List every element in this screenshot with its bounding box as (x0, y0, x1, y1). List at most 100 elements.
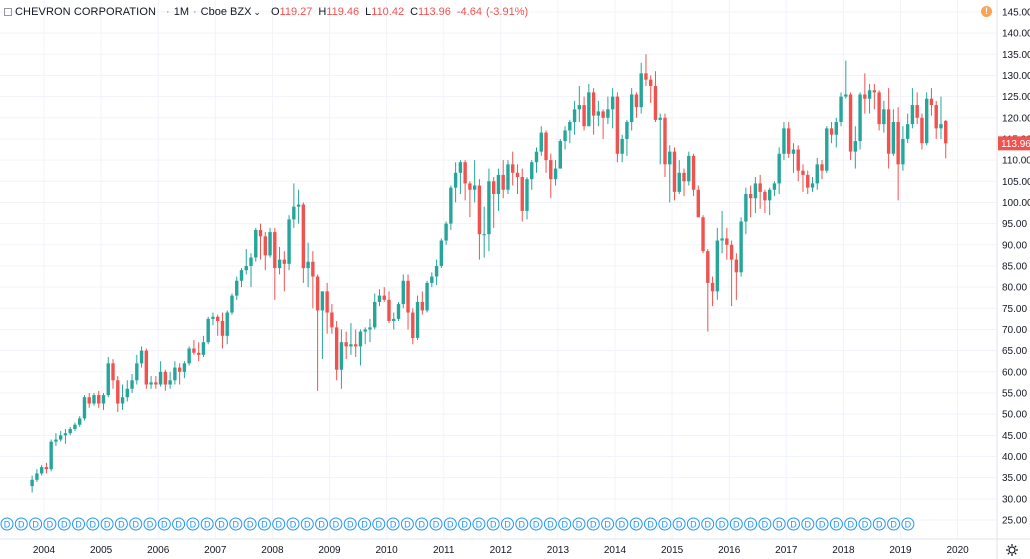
candle[interactable] (177, 363, 182, 385)
candle[interactable] (430, 272, 434, 288)
candle[interactable] (387, 291, 391, 324)
candle[interactable] (144, 348, 149, 389)
candle[interactable] (872, 83, 877, 110)
dividend-marker[interactable]: D (515, 517, 529, 531)
candle[interactable] (87, 392, 91, 408)
candle[interactable] (920, 113, 924, 150)
candle[interactable] (791, 143, 796, 173)
candle[interactable] (582, 96, 586, 131)
candle[interactable] (934, 100, 938, 139)
candle[interactable] (825, 126, 829, 173)
dividend-marker[interactable]: D (329, 517, 343, 531)
dividend-marker[interactable]: D (658, 517, 672, 531)
dividend-marker[interactable]: D (629, 517, 643, 531)
candle[interactable] (758, 174, 762, 209)
candle[interactable] (787, 122, 791, 158)
candle[interactable] (544, 130, 548, 173)
candle[interactable] (482, 206, 486, 258)
candle[interactable] (396, 301, 401, 322)
candle[interactable] (168, 371, 172, 389)
dividend-marker[interactable]: D (801, 517, 815, 531)
candle[interactable] (753, 177, 758, 214)
candle[interactable] (125, 380, 129, 402)
candle[interactable] (258, 223, 263, 260)
candle[interactable] (901, 126, 905, 171)
candle-series[interactable] (30, 54, 948, 493)
candle[interactable] (353, 329, 358, 357)
dividend-marker[interactable]: D (186, 517, 200, 531)
dividend-marker[interactable]: D (215, 517, 228, 531)
price-axis[interactable]: 25.00 30.00 35.00 40.00 45.00 50.00 55.00 60.00… (1002, 7, 1030, 526)
dividend-marker[interactable]: D (343, 517, 357, 531)
candle[interactable] (801, 164, 805, 192)
dividend-marker[interactable]: D (57, 517, 71, 531)
candle[interactable] (620, 134, 624, 163)
candle[interactable] (82, 395, 87, 421)
candle[interactable] (220, 312, 225, 349)
candle[interactable] (411, 308, 415, 345)
dividend-marker[interactable]: D (72, 517, 85, 531)
candle[interactable] (568, 119, 572, 144)
candle[interactable] (577, 86, 582, 123)
dividend-marker[interactable]: D (829, 517, 843, 531)
dividend-marker[interactable]: D (157, 517, 171, 531)
candle[interactable] (820, 160, 824, 180)
candle[interactable] (472, 160, 477, 203)
candle[interactable] (282, 251, 287, 292)
candle[interactable] (596, 100, 601, 127)
candle[interactable] (491, 177, 496, 228)
dividend-marker[interactable]: D (887, 517, 901, 531)
candle[interactable] (477, 179, 482, 260)
dividend-marker[interactable]: D (257, 517, 271, 531)
dividend-marker[interactable]: D (172, 517, 186, 531)
candle[interactable] (392, 312, 396, 330)
dividend-marker[interactable]: D (529, 517, 543, 531)
candle[interactable] (101, 392, 106, 410)
candle[interactable] (453, 162, 458, 203)
candle[interactable] (434, 259, 439, 286)
candle[interactable] (135, 354, 139, 385)
dividend-marker[interactable]: D (872, 517, 886, 531)
candle[interactable] (116, 376, 120, 413)
candle[interactable] (201, 335, 206, 357)
candle[interactable] (520, 168, 524, 222)
candle[interactable] (939, 96, 943, 139)
candle[interactable] (672, 147, 677, 201)
candle[interactable] (682, 168, 686, 197)
candle[interactable] (639, 62, 643, 114)
candle[interactable] (715, 227, 720, 300)
candle[interactable] (601, 109, 605, 139)
dividend-marker[interactable]: D (901, 517, 915, 531)
candle[interactable] (273, 227, 277, 300)
dividend-marker[interactable]: D (272, 517, 286, 531)
candle[interactable] (373, 293, 377, 330)
candle[interactable] (796, 145, 800, 182)
candle[interactable] (187, 346, 191, 366)
dividend-marker[interactable]: D (758, 517, 772, 531)
dividend-marker[interactable]: D (100, 517, 114, 531)
dividend-marker[interactable]: D (86, 517, 100, 531)
candle[interactable] (425, 280, 429, 313)
candle[interactable] (325, 282, 329, 334)
candle[interactable] (363, 327, 367, 345)
candle[interactable] (382, 287, 386, 302)
candle[interactable] (244, 249, 248, 275)
candle[interactable] (163, 369, 168, 391)
candle[interactable] (610, 88, 615, 129)
dividend-marker[interactable]: D (372, 517, 386, 531)
dividend-marker[interactable]: D (558, 517, 572, 531)
candle[interactable] (30, 475, 34, 493)
candle[interactable] (78, 416, 82, 427)
candle[interactable] (806, 170, 810, 194)
candle[interactable] (782, 122, 786, 161)
dividend-marker[interactable]: D (686, 517, 700, 531)
candle[interactable] (886, 88, 891, 169)
candle[interactable] (130, 373, 134, 393)
candle[interactable] (196, 342, 201, 362)
candle[interactable] (877, 90, 881, 131)
candle[interactable] (173, 361, 177, 385)
exchange-label[interactable]: Cboe BZX (200, 6, 252, 18)
dividend-marker[interactable]: D (572, 517, 586, 531)
candle[interactable] (230, 293, 234, 315)
